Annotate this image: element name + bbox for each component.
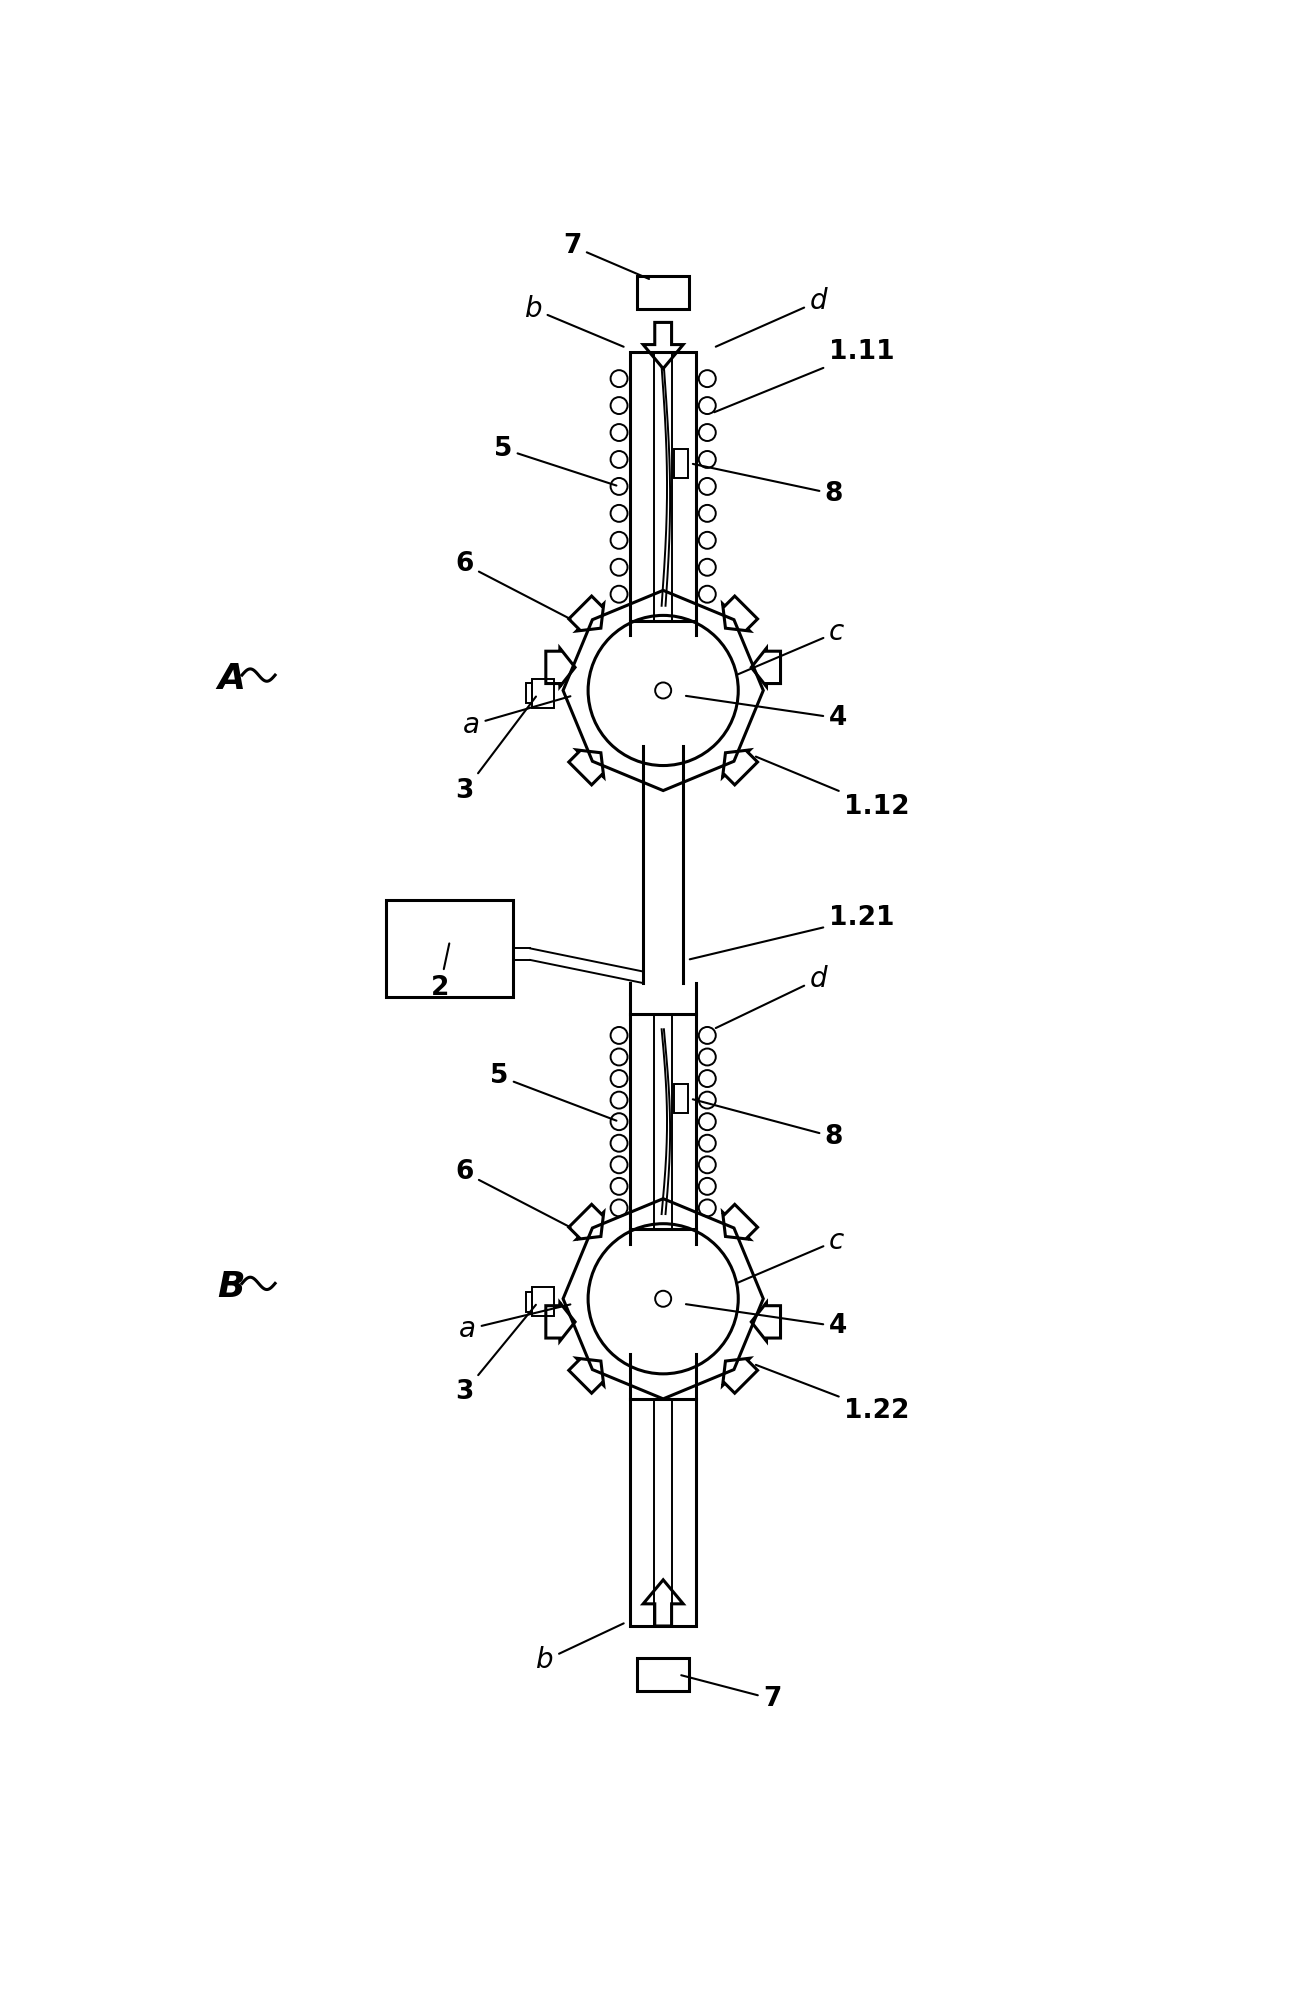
Text: 4: 4 [686,696,848,731]
Text: 1.21: 1.21 [690,906,894,960]
Text: 4: 4 [686,1304,848,1339]
Text: B: B [217,1270,245,1304]
Bar [637,276,690,308]
Text: b: b [536,1622,624,1675]
Text: 3: 3 [455,1304,536,1405]
Bar [674,1083,688,1113]
Text: 1.11: 1.11 [714,340,894,413]
Text: c: c [738,1226,844,1282]
Bar [532,678,554,709]
Text: a: a [463,696,571,739]
Text: 3: 3 [455,696,536,805]
Bar [630,1399,696,1627]
Bar [527,682,532,703]
Bar [637,1659,690,1691]
Text: 7: 7 [563,234,650,280]
Text: d: d [716,964,827,1029]
Text: 5: 5 [490,1063,616,1121]
Text: 5: 5 [494,435,616,485]
Text: b: b [524,296,624,346]
Text: d: d [716,288,827,346]
Text: 6: 6 [455,1159,571,1228]
Text: c: c [738,618,844,674]
Text: 8: 8 [692,1099,844,1149]
Text: 2: 2 [431,944,449,1000]
Text: 1.12: 1.12 [756,757,910,819]
Bar [674,449,688,477]
Text: 7: 7 [681,1675,782,1713]
Text: 8: 8 [692,463,844,507]
Text: 6: 6 [455,552,571,620]
Bar [630,352,696,622]
Bar [532,1286,554,1317]
Bar [387,900,514,996]
Text: A: A [217,662,246,696]
Text: 1.22: 1.22 [756,1365,910,1423]
Text: a: a [459,1304,571,1343]
Bar [630,1015,696,1230]
Bar [527,1292,532,1312]
